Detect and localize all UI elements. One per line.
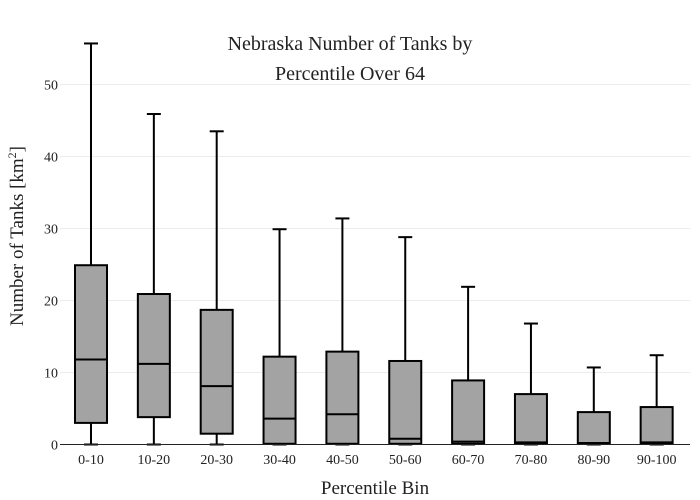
box-10-20 (136, 113, 171, 446)
x-axis-title: Percentile Bin (321, 478, 430, 499)
box-70-80 (513, 322, 548, 446)
x-tick-label: 50-60 (389, 453, 422, 468)
x-tick-label: 60-70 (452, 453, 485, 468)
box-50-60 (388, 236, 423, 446)
box-iqr (451, 379, 486, 445)
chart-title-line-2: Percentile Over 64 (275, 63, 425, 85)
x-tick-label: 90-100 (637, 453, 677, 468)
y-tick-label: 20 (44, 295, 58, 310)
box-iqr (136, 293, 171, 419)
box-iqr (325, 350, 360, 445)
box-iqr (639, 406, 674, 445)
box-iqr (388, 359, 423, 445)
y-tick-label: 0 (51, 439, 58, 454)
x-tick-label: 70-80 (515, 453, 548, 468)
box-90-100 (639, 354, 674, 446)
x-tick-labels: 0-10 10-20 20-30 30-40 40-50 50-60 60-70 70-80 8… (78, 453, 676, 468)
box-30-40 (262, 228, 297, 446)
box-iqr (74, 264, 108, 424)
chart-title-line-1: Nebraska Number of Tanks by (228, 33, 473, 55)
y-tick-label: 40 (44, 151, 58, 166)
boxes (74, 42, 674, 446)
x-tick-label: 0-10 (78, 453, 104, 468)
box-iqr (576, 411, 611, 445)
x-tick-label: 30-40 (263, 453, 296, 468)
y-tick-label: 10 (44, 367, 58, 382)
box-iqr (513, 393, 548, 445)
x-tick-label: 80-90 (577, 453, 610, 468)
box-40-50 (325, 217, 360, 446)
box-iqr (262, 355, 297, 445)
y-axis-title-superscript: 2 (5, 152, 19, 158)
box-20-30 (199, 130, 234, 446)
x-tick-label: 20-30 (200, 453, 233, 468)
box-0-10 (74, 42, 108, 446)
y-tick-label: 30 (44, 223, 58, 238)
y-axis-title-main: Number of Tanks [km (7, 158, 28, 326)
box-60-70 (451, 285, 486, 446)
y-axis-title-end: ] (7, 146, 28, 152)
x-tick-label: 40-50 (326, 453, 359, 468)
y-tick-label: 50 (44, 79, 58, 94)
box-iqr (199, 308, 234, 435)
box-80-90 (576, 366, 611, 446)
y-axis-title: Number of Tanks [km2] (5, 146, 28, 326)
y-tick-labels: 0 10 20 30 40 50 (44, 79, 58, 454)
x-tick-label: 10-20 (138, 453, 171, 468)
